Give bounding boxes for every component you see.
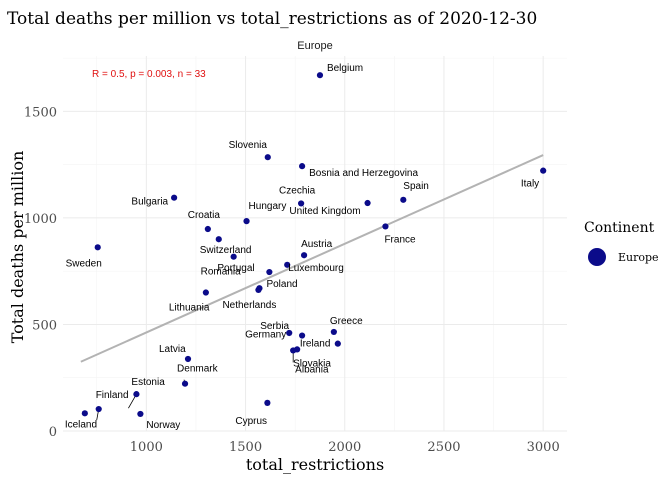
point-latvia (184, 355, 192, 363)
y-tick-label: 1500 (24, 105, 57, 120)
point-label-lithuania: Lithuania (169, 303, 210, 314)
correlation-annotation: R = 0.5, p = 0.003, n = 33 (92, 69, 206, 80)
point-czechia (298, 200, 305, 207)
point-label-serbia: Serbia (260, 321, 289, 332)
point-luxembourg (284, 261, 291, 268)
point-label-sweden: Sweden (66, 258, 102, 269)
legend-title: Continent (584, 220, 655, 236)
point-austria (300, 252, 308, 259)
point-denmark (181, 380, 189, 387)
point-label-switzerland: Switzerland (200, 245, 252, 256)
gridlines (63, 56, 567, 432)
label-leaders (96, 350, 294, 421)
point-netherlands (255, 286, 262, 294)
trend-line (80, 154, 544, 363)
point-portugal (266, 268, 273, 276)
point-greece (330, 328, 337, 336)
point-label-portugal: Portugal (217, 263, 254, 274)
point-bosnia-and-herzegovina (299, 163, 306, 170)
point-albania (290, 347, 297, 354)
point-croatia (204, 225, 211, 233)
point-ireland (334, 340, 341, 347)
y-tick-label: 500 (32, 318, 57, 333)
x-tick-label: 1500 (229, 440, 262, 455)
point-label-slovenia: Slovenia (229, 140, 268, 151)
point-serbia (286, 329, 293, 337)
point-labels: Belgium Slovenia Bosnia and Herzegovina Ita… (65, 63, 539, 431)
y-tick-label: 0 (49, 425, 57, 440)
x-tick-label: 2500 (427, 440, 460, 455)
point-label-italy: Italy (521, 179, 539, 190)
point-romania (230, 253, 237, 260)
x-axis-title: total_restrictions (246, 455, 384, 474)
regression-line (80, 154, 544, 363)
point-label-belgium: Belgium (327, 63, 363, 74)
point-spain (400, 196, 407, 203)
point-iceland (81, 410, 88, 417)
data-points (81, 72, 547, 418)
point-belgium (316, 72, 324, 79)
point-label-united-kingdom: United Kingdom (289, 206, 360, 217)
point-label-czechia: Czechia (279, 185, 316, 196)
point-estonia (133, 391, 140, 398)
y-axis-title: Total deaths per million (8, 151, 27, 344)
x-tick-label: 2000 (328, 440, 361, 455)
y-tick-label: 1000 (24, 212, 57, 227)
point-label-iceland: Iceland (65, 419, 97, 430)
axis-ticks: 1000 1500 2000 2500 3000 0 500 1000 1500 (24, 105, 560, 455)
point-sweden (94, 244, 101, 251)
point-label-denmark: Denmark (177, 364, 219, 375)
legend: Continent Europe (584, 220, 659, 266)
point-france (382, 223, 389, 230)
point-label-spain: Spain (403, 181, 429, 192)
point-label-greece: Greece (330, 316, 363, 327)
point-cyprus (264, 399, 271, 406)
point-hungary (243, 218, 250, 225)
point-label-norway: Norway (146, 420, 180, 431)
x-tick-label: 1000 (130, 440, 163, 455)
point-label-poland: Poland (266, 279, 297, 290)
point-label-latvia: Latvia (159, 344, 186, 355)
point-slovenia (264, 154, 271, 161)
point-label-albania: Albania (295, 364, 329, 375)
point-bulgaria (171, 194, 178, 201)
point-lithuania (202, 289, 209, 296)
point-label-ireland: Ireland (300, 339, 331, 350)
point-label-estonia: Estonia (131, 377, 165, 388)
point-label-romania: Romania (201, 267, 241, 278)
point-switzerland (215, 236, 222, 243)
point-finland (95, 405, 102, 413)
point-germany (299, 332, 306, 339)
x-tick-label: 3000 (527, 440, 560, 455)
point-label-france: France (384, 234, 416, 245)
point-label-finland: Finland (96, 390, 129, 401)
chart-title: Total deaths per million vs total_restri… (7, 9, 537, 29)
point-label-austria: Austria (301, 239, 333, 250)
point-united-kingdom (364, 199, 371, 207)
point-italy (540, 167, 547, 174)
point-label-luxembourg: Luxembourg (288, 263, 344, 274)
point-label-slovakia: Slovakia (293, 358, 331, 369)
legend-label-europe: Europe (618, 251, 659, 264)
point-label-cyprus: Cyprus (235, 416, 267, 427)
point-label-croatia: Croatia (188, 210, 221, 221)
point-label-netherlands: Netherlands (222, 300, 276, 311)
point-label-bosnia-and-herzegovina: Bosnia and Herzegovina (309, 168, 418, 179)
facet-label: Europe (297, 40, 332, 52)
legend-key-europe (588, 248, 606, 266)
point-norway (137, 410, 144, 418)
point-label-hungary: Hungary (249, 201, 287, 212)
point-label-bulgaria: Bulgaria (131, 197, 168, 208)
point-label-germany: Germany (245, 330, 286, 341)
